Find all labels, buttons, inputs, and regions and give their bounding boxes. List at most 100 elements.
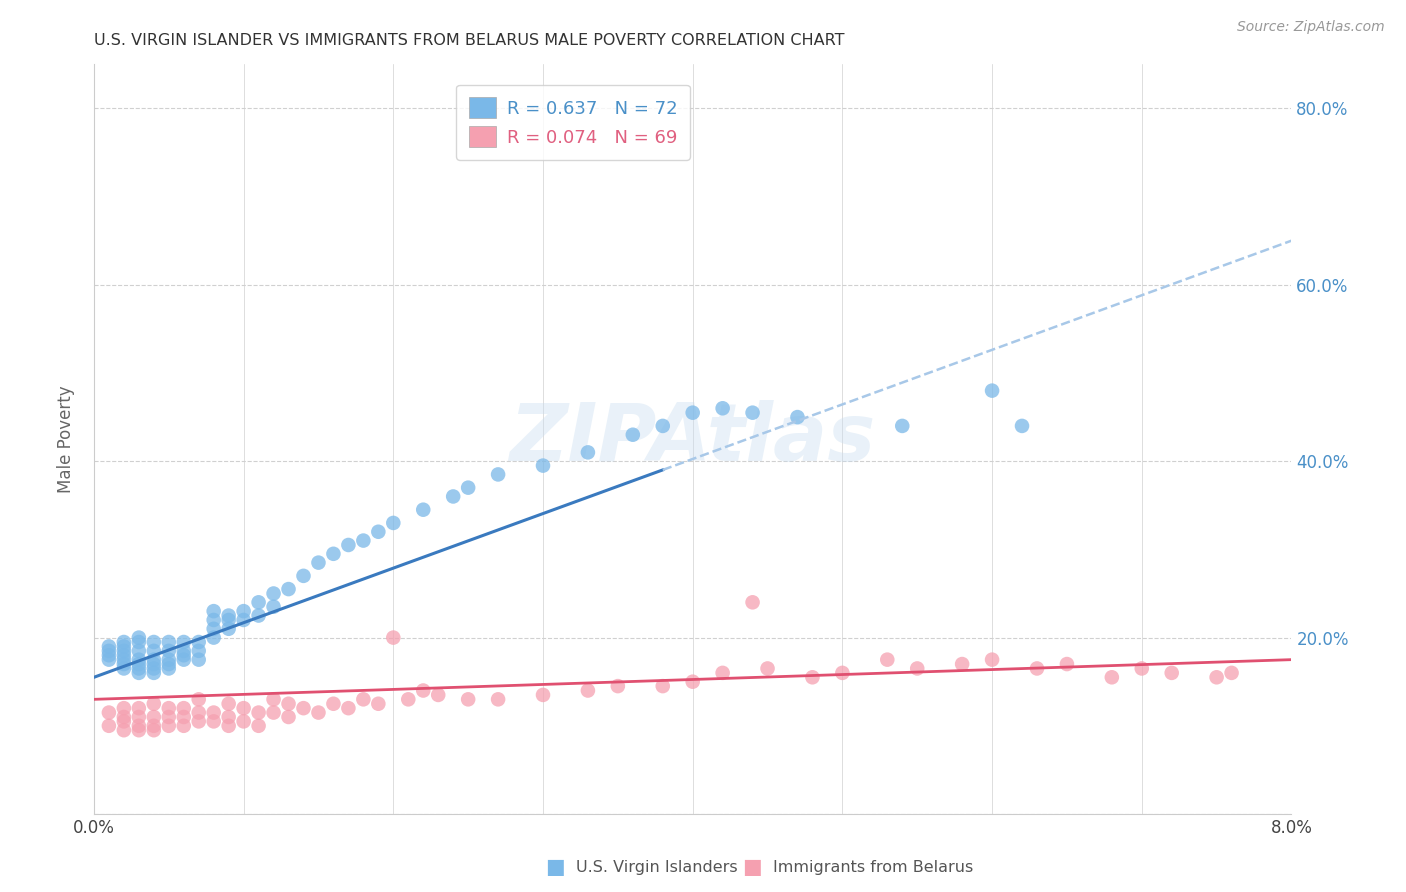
Point bbox=[263, 692, 285, 706]
Point bbox=[128, 665, 150, 680]
Point bbox=[651, 679, 673, 693]
Point bbox=[112, 710, 135, 724]
Point bbox=[621, 427, 644, 442]
Point bbox=[187, 644, 209, 658]
Point bbox=[187, 692, 209, 706]
Point bbox=[247, 706, 270, 720]
Point bbox=[831, 665, 853, 680]
Text: ■: ■ bbox=[742, 857, 762, 877]
Point bbox=[218, 697, 240, 711]
Point bbox=[576, 445, 599, 459]
Point bbox=[322, 697, 344, 711]
Point bbox=[711, 665, 734, 680]
Text: Immigrants from Belarus: Immigrants from Belarus bbox=[773, 860, 973, 874]
Point bbox=[382, 516, 405, 530]
Point bbox=[1101, 670, 1123, 684]
Point bbox=[263, 586, 285, 600]
Point bbox=[367, 524, 389, 539]
Point bbox=[202, 714, 225, 729]
Point bbox=[457, 481, 479, 495]
Point bbox=[97, 644, 120, 658]
Point bbox=[576, 683, 599, 698]
Point bbox=[173, 701, 195, 715]
Point bbox=[112, 661, 135, 675]
Point bbox=[218, 622, 240, 636]
Point bbox=[218, 710, 240, 724]
Point bbox=[1220, 665, 1243, 680]
Point bbox=[651, 418, 673, 433]
Point bbox=[142, 697, 165, 711]
Text: U.S. Virgin Islanders: U.S. Virgin Islanders bbox=[576, 860, 738, 874]
Point bbox=[218, 719, 240, 733]
Point bbox=[412, 683, 434, 698]
Point bbox=[173, 719, 195, 733]
Point bbox=[97, 706, 120, 720]
Point bbox=[157, 661, 180, 675]
Point bbox=[247, 595, 270, 609]
Point bbox=[412, 502, 434, 516]
Point bbox=[128, 701, 150, 715]
Point bbox=[1130, 661, 1153, 675]
Point bbox=[128, 644, 150, 658]
Point bbox=[157, 701, 180, 715]
Point bbox=[277, 697, 299, 711]
Point bbox=[1160, 665, 1182, 680]
Text: U.S. VIRGIN ISLANDER VS IMMIGRANTS FROM BELARUS MALE POVERTY CORRELATION CHART: U.S. VIRGIN ISLANDER VS IMMIGRANTS FROM … bbox=[94, 33, 845, 48]
Point bbox=[441, 490, 464, 504]
Point bbox=[112, 657, 135, 671]
Point bbox=[396, 692, 419, 706]
Point bbox=[1056, 657, 1078, 671]
Point bbox=[277, 582, 299, 596]
Point bbox=[173, 644, 195, 658]
Point bbox=[308, 556, 330, 570]
Point bbox=[128, 631, 150, 645]
Point bbox=[322, 547, 344, 561]
Point bbox=[1205, 670, 1227, 684]
Point bbox=[277, 710, 299, 724]
Point bbox=[128, 661, 150, 675]
Point bbox=[786, 410, 808, 425]
Point bbox=[187, 635, 209, 649]
Point bbox=[157, 710, 180, 724]
Point bbox=[606, 679, 628, 693]
Point bbox=[711, 401, 734, 416]
Point bbox=[112, 701, 135, 715]
Point bbox=[981, 653, 1004, 667]
Point bbox=[741, 406, 763, 420]
Point bbox=[263, 706, 285, 720]
Point bbox=[128, 635, 150, 649]
Text: ZIPAtlas: ZIPAtlas bbox=[509, 401, 876, 478]
Point bbox=[247, 608, 270, 623]
Point bbox=[352, 533, 374, 548]
Point bbox=[486, 692, 509, 706]
Point bbox=[97, 648, 120, 663]
Point bbox=[367, 697, 389, 711]
Point bbox=[128, 723, 150, 738]
Point bbox=[1026, 661, 1049, 675]
Point bbox=[232, 604, 254, 618]
Point bbox=[1011, 418, 1033, 433]
Point bbox=[981, 384, 1004, 398]
Point bbox=[157, 644, 180, 658]
Point bbox=[756, 661, 779, 675]
Point bbox=[218, 613, 240, 627]
Point bbox=[128, 710, 150, 724]
Point bbox=[142, 710, 165, 724]
Y-axis label: Male Poverty: Male Poverty bbox=[58, 385, 75, 493]
Point bbox=[891, 418, 914, 433]
Point bbox=[112, 644, 135, 658]
Point bbox=[457, 692, 479, 706]
Point bbox=[112, 723, 135, 738]
Point bbox=[112, 653, 135, 667]
Point bbox=[308, 706, 330, 720]
Point bbox=[337, 538, 360, 552]
Point bbox=[187, 714, 209, 729]
Point bbox=[112, 714, 135, 729]
Point bbox=[202, 613, 225, 627]
Point bbox=[142, 723, 165, 738]
Point bbox=[157, 653, 180, 667]
Point bbox=[486, 467, 509, 482]
Point bbox=[173, 648, 195, 663]
Point bbox=[187, 706, 209, 720]
Point bbox=[531, 458, 554, 473]
